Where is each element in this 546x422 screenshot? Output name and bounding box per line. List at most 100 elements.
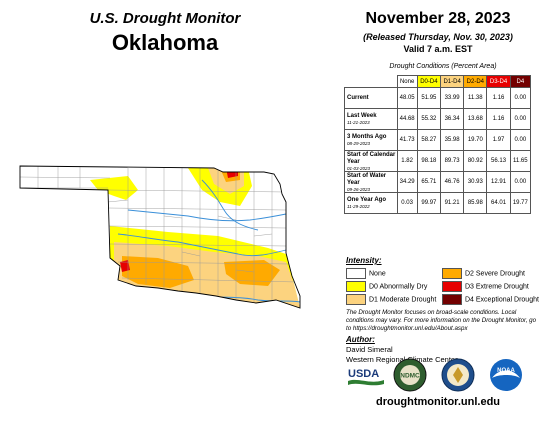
table-cell: 56.13 — [486, 150, 511, 172]
legend-item-d0: D0 Abnormally Dry — [346, 281, 427, 292]
table-row: Start of Water Year 09-26-2023 34.29 65.7… — [344, 171, 532, 193]
table-cell: 55.32 — [416, 108, 442, 130]
table-cell: 33.99 — [439, 87, 465, 109]
drought-stats-table: None D0-D4 D1-D4 D2-D4 D3-D4 D4 Current … — [344, 75, 532, 214]
row-date: 11-29-2022 — [347, 204, 370, 209]
table-cell: 51.95 — [416, 87, 442, 109]
table-cell: 41.73 — [396, 129, 418, 151]
legend-swatch — [346, 268, 366, 279]
table-cell: 19.70 — [463, 129, 488, 151]
author-name: David Simeral — [346, 345, 393, 354]
table-caption: Drought Conditions (Percent Area) — [389, 63, 497, 70]
table-cell: 80.92 — [463, 150, 488, 172]
table-cell: 11.65 — [509, 150, 532, 172]
table-cell: 12.91 — [486, 171, 511, 193]
ndmc-logo-text: NDMC — [400, 373, 420, 380]
legend-item-d2: D2 Severe Drought — [442, 268, 525, 279]
d2-region-southeast — [224, 260, 280, 286]
table-row: Last Week 11-21-2023 44.68 55.32 36.34 13… — [344, 108, 532, 130]
table-cell: 13.68 — [463, 108, 488, 130]
table-cell: 0.00 — [509, 87, 532, 109]
table-row: 3 Months Ago 08-29-2023 41.73 58.27 35.98… — [344, 129, 532, 151]
valid-time: Valid 7 a.m. EST — [403, 44, 473, 54]
table-cell: 44.68 — [396, 108, 418, 130]
table-cell: 30.93 — [463, 171, 488, 193]
table-cell: 1.16 — [486, 108, 511, 130]
col-header: D1-D4 — [439, 75, 465, 88]
row-label: One Year Ago 11-29-2022 — [344, 192, 398, 214]
table-cell: 35.98 — [439, 129, 465, 151]
table-corner — [345, 76, 398, 88]
d3-region-southwest — [120, 260, 130, 272]
col-header: D0-D4 — [416, 75, 442, 88]
table-cell: 36.34 — [439, 108, 465, 130]
website-link[interactable]: droughtmonitor.unl.edu — [375, 396, 501, 408]
table-cell: 46.76 — [439, 171, 465, 193]
legend-swatch — [346, 294, 366, 305]
table-cell: 1.97 — [486, 129, 511, 151]
table-cell: 19.77 — [509, 192, 532, 214]
legend-item-none: None — [346, 268, 386, 279]
row-label: Start of Calendar Year 01-03-2023 — [344, 150, 398, 172]
legend-item-d3: D3 Extreme Drought — [442, 281, 529, 292]
legend-item-d4: D4 Exceptional Drought — [442, 294, 539, 305]
row-date: 08-29-2023 — [347, 141, 371, 146]
noaa-logo-text: NOAA — [497, 368, 515, 374]
row-label: Start of Water Year 09-26-2023 — [344, 171, 398, 193]
legend-item-d1: D1 Moderate Drought — [346, 294, 436, 305]
state-title: Oklahoma — [111, 30, 219, 55]
usda-logo: USDA — [348, 368, 384, 386]
table-cell: 58.27 — [416, 129, 442, 151]
map-date: November 28, 2023 — [365, 10, 511, 27]
table-header-row: None D0-D4 D1-D4 D2-D4 D3-D4 D4 — [345, 75, 532, 88]
noaa-logo: NOAA — [490, 359, 522, 391]
row-date: 11-21-2023 — [347, 120, 370, 125]
table-cell: 0.00 — [509, 171, 532, 193]
monitor-title: U.S. Drought Monitor — [89, 10, 241, 27]
table-cell: 64.01 — [486, 192, 511, 214]
col-header: D3-D4 — [486, 75, 511, 88]
doc-seal-logo — [441, 358, 475, 392]
table-cell: 65.71 — [416, 171, 442, 193]
county-lines — [20, 166, 297, 302]
legend-title: Intensity: — [346, 256, 382, 265]
table-cell: 1.82 — [396, 150, 418, 172]
col-header: D4 — [509, 75, 532, 88]
author-title: Author: — [346, 335, 375, 344]
legend-swatch — [442, 294, 462, 305]
release-date: (Released Thursday, Nov. 30, 2023) — [363, 32, 513, 42]
row-date: 09-26-2023 — [347, 186, 371, 192]
table-row: One Year Ago 11-29-2022 0.03 99.97 91.21 … — [344, 192, 532, 214]
legend-swatch — [442, 281, 462, 292]
table-cell: 1.16 — [486, 87, 511, 109]
table-cell: 99.97 — [416, 192, 442, 214]
legend-swatch — [346, 281, 366, 292]
author-org: Western Regional Climate Center — [346, 355, 458, 364]
table-cell: 91.21 — [439, 192, 465, 214]
table-cell: 85.98 — [463, 192, 488, 214]
state-outline — [19, 165, 301, 309]
usda-logo-text: USDA — [348, 368, 379, 380]
col-header: None — [396, 75, 418, 88]
table-cell: 0.00 — [509, 108, 532, 130]
table-cell: 48.05 — [396, 87, 418, 109]
table-cell: 98.18 — [416, 150, 442, 172]
row-label: Last Week 11-21-2023 — [344, 108, 398, 130]
d0-region-north — [90, 176, 138, 200]
table-cell: 89.73 — [439, 150, 465, 172]
table-row: Current 48.05 51.95 33.99 11.38 1.16 0.0… — [344, 87, 532, 109]
table-cell: 0.00 — [509, 129, 532, 151]
table-cell: 0.03 — [396, 192, 418, 214]
table-cell: 11.38 — [463, 87, 488, 109]
row-label: Current — [344, 87, 398, 109]
d2-region-southwest — [122, 256, 194, 288]
row-label: 3 Months Ago 08-29-2023 — [344, 129, 398, 151]
row-date: 01-03-2023 — [347, 165, 371, 171]
disclaimer-note: The Drought Monitor focuses on broad-sca… — [346, 309, 537, 332]
ndmc-logo: NDMC — [393, 358, 427, 392]
oklahoma-drought-map — [19, 165, 301, 309]
legend-swatch — [442, 268, 462, 279]
col-header: D2-D4 — [463, 75, 488, 88]
table-row: Start of Calendar Year 01-03-2023 1.82 98… — [344, 150, 532, 172]
table-cell: 34.29 — [396, 171, 418, 193]
